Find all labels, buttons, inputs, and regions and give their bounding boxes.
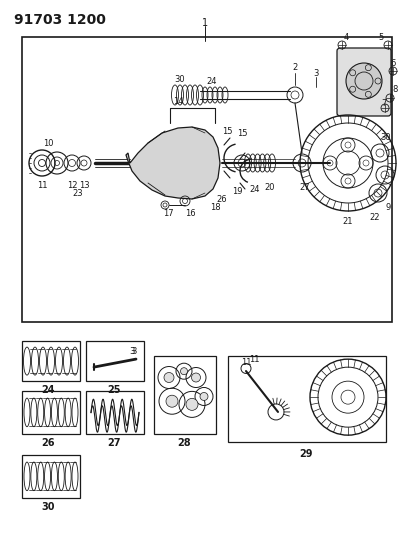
Text: 25: 25 bbox=[107, 385, 121, 395]
Bar bbox=[22, 455, 80, 498]
Circle shape bbox=[186, 398, 198, 410]
Text: 7: 7 bbox=[381, 99, 387, 108]
Bar bbox=[228, 356, 386, 442]
Bar bbox=[22, 391, 80, 434]
Text: 20: 20 bbox=[265, 182, 275, 191]
Text: 2: 2 bbox=[292, 62, 298, 71]
Text: 12: 12 bbox=[67, 181, 77, 190]
Text: 11: 11 bbox=[241, 358, 251, 367]
Text: 30: 30 bbox=[381, 133, 391, 141]
Text: 23: 23 bbox=[73, 189, 83, 198]
Text: 15: 15 bbox=[222, 126, 232, 135]
Text: 16: 16 bbox=[185, 208, 195, 217]
Text: 24: 24 bbox=[250, 184, 260, 193]
Text: 18: 18 bbox=[210, 203, 220, 212]
Circle shape bbox=[200, 392, 208, 400]
Text: 10: 10 bbox=[43, 139, 53, 148]
Text: 26: 26 bbox=[217, 195, 227, 204]
Text: 91703 1200: 91703 1200 bbox=[14, 13, 106, 27]
Text: 24: 24 bbox=[207, 77, 217, 85]
Bar bbox=[22, 37, 392, 322]
Text: 27: 27 bbox=[107, 439, 121, 448]
Text: 14: 14 bbox=[173, 96, 183, 106]
Text: 3: 3 bbox=[131, 346, 137, 356]
Circle shape bbox=[166, 395, 178, 407]
FancyBboxPatch shape bbox=[337, 48, 391, 116]
Bar bbox=[154, 356, 216, 434]
Circle shape bbox=[346, 63, 382, 99]
Text: 8: 8 bbox=[392, 85, 398, 94]
Text: 28: 28 bbox=[177, 439, 191, 448]
Text: 24: 24 bbox=[41, 385, 55, 395]
Text: 30: 30 bbox=[41, 503, 55, 512]
Text: 9: 9 bbox=[385, 204, 391, 213]
Circle shape bbox=[164, 373, 174, 383]
Bar bbox=[22, 341, 80, 381]
Text: 21: 21 bbox=[343, 216, 353, 225]
Text: 19: 19 bbox=[232, 187, 242, 196]
Circle shape bbox=[180, 368, 188, 375]
Text: 3: 3 bbox=[313, 69, 319, 77]
Text: 4: 4 bbox=[343, 33, 349, 42]
Text: 22: 22 bbox=[370, 214, 380, 222]
Text: 11: 11 bbox=[249, 356, 259, 364]
Text: 27: 27 bbox=[300, 182, 310, 191]
Bar bbox=[86, 341, 144, 381]
Bar bbox=[86, 391, 144, 434]
Text: 1: 1 bbox=[202, 18, 208, 28]
Text: 15: 15 bbox=[237, 128, 247, 138]
Text: 26: 26 bbox=[41, 439, 55, 448]
Polygon shape bbox=[126, 127, 220, 199]
Text: 17: 17 bbox=[163, 208, 173, 217]
Text: 30: 30 bbox=[175, 75, 185, 84]
Circle shape bbox=[192, 373, 200, 382]
Text: 3: 3 bbox=[129, 348, 135, 356]
Text: 29: 29 bbox=[299, 449, 313, 459]
Text: 5: 5 bbox=[378, 33, 384, 42]
Text: 6: 6 bbox=[390, 59, 396, 68]
Text: 13: 13 bbox=[79, 181, 89, 190]
Text: 11: 11 bbox=[37, 181, 47, 190]
